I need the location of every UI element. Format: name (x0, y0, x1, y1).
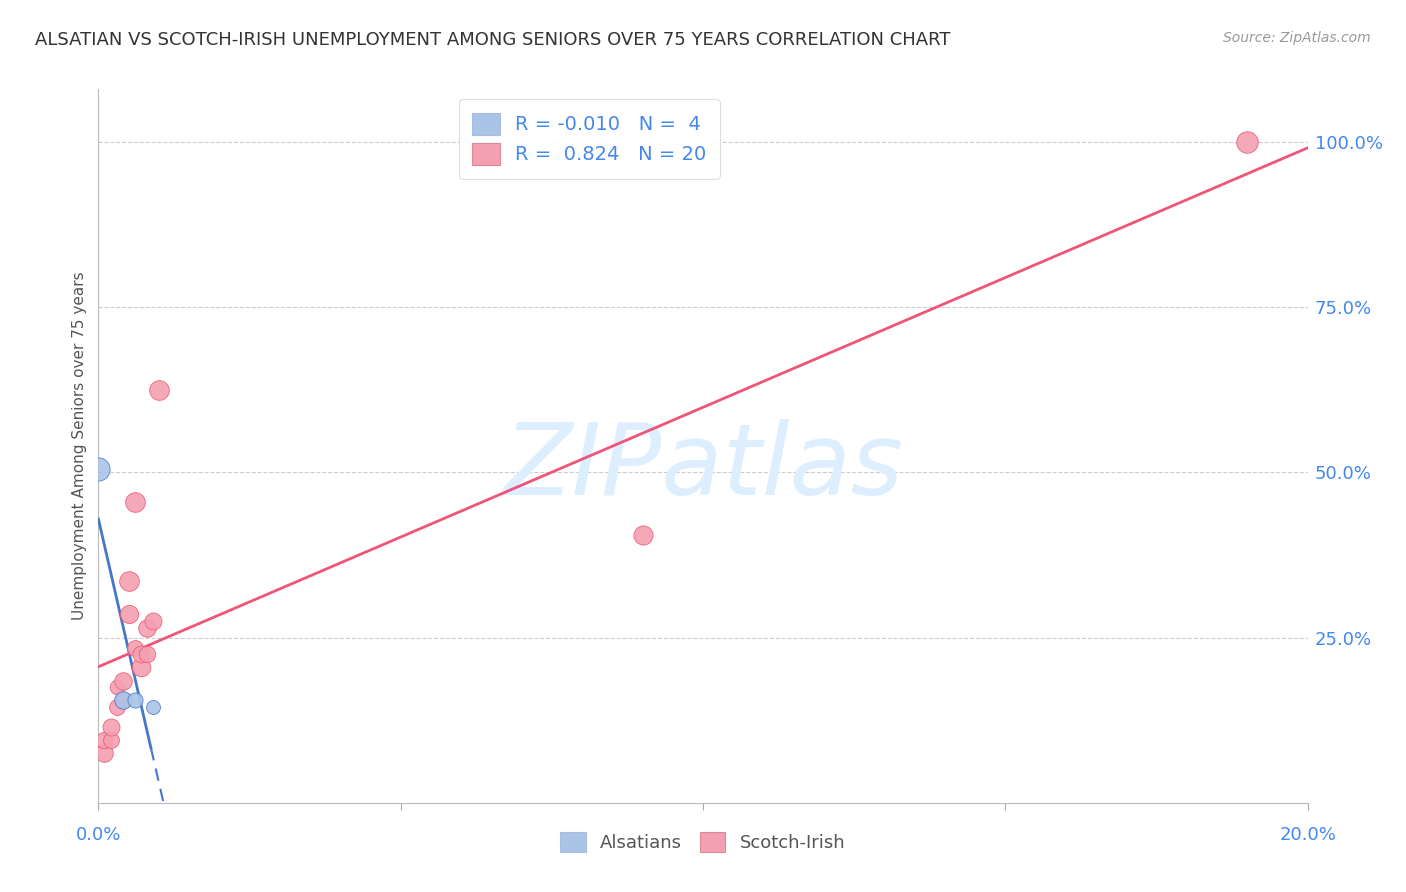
Point (105, 680, 128, 694)
Point (111, 693, 134, 707)
Point (129, 647, 152, 661)
Text: 20.0%: 20.0% (1279, 826, 1336, 844)
Point (100, 720, 122, 734)
Point (129, 660, 152, 674)
Point (124, 495, 146, 509)
Point (111, 673, 134, 688)
Point (118, 607, 141, 622)
Point (142, 700, 165, 714)
Point (93, 746, 115, 760)
Text: 0.0%: 0.0% (76, 826, 121, 844)
Point (148, 383, 170, 397)
Point (631, 528, 654, 542)
Point (105, 700, 128, 714)
Point (135, 621, 157, 635)
Legend: Alsatians, Scotch-Irish: Alsatians, Scotch-Irish (548, 819, 858, 865)
Point (100, 733, 122, 747)
Point (111, 693, 134, 707)
Point (87, 462, 110, 476)
Point (142, 614, 165, 628)
Point (1236, 135, 1258, 149)
Point (124, 640, 146, 655)
Text: ALSATIAN VS SCOTCH-IRISH UNEMPLOYMENT AMONG SENIORS OVER 75 YEARS CORRELATION CH: ALSATIAN VS SCOTCH-IRISH UNEMPLOYMENT AM… (35, 31, 950, 49)
Point (135, 647, 157, 661)
Y-axis label: Unemployment Among Seniors over 75 years: Unemployment Among Seniors over 75 years (72, 272, 87, 620)
Text: ZIPatlas: ZIPatlas (503, 419, 903, 516)
Text: Source: ZipAtlas.com: Source: ZipAtlas.com (1223, 31, 1371, 45)
Point (93, 733, 115, 747)
Point (124, 693, 146, 707)
Point (118, 574, 141, 589)
